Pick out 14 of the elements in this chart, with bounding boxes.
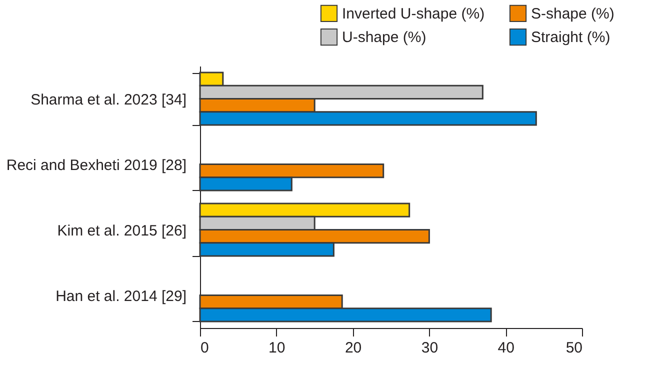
y-tick-label: Sharma et al. 2023 [34] — [30, 91, 186, 108]
legend-label: Inverted U-shape (%) — [342, 5, 485, 22]
x-tick-label: 10 — [268, 340, 286, 356]
x-tick-label: 20 — [344, 340, 362, 356]
y-tick-label: Han et al. 2014 [29] — [56, 288, 186, 305]
legend-label: U-shape (%) — [342, 29, 426, 46]
x-tick-label: 40 — [498, 340, 514, 356]
x-tick-label: 50 — [566, 340, 582, 356]
x-tick-label: 0 — [200, 340, 209, 356]
legend-label: S-shape (%) — [531, 5, 614, 22]
x-tick-label: 30 — [421, 340, 438, 356]
y-tick-label: Kim et al. 2015 [26] — [57, 222, 186, 240]
y-tick-label: Reci and Bexheti 2019 [28] — [6, 156, 186, 174]
legend-label: Straight (%) — [531, 29, 610, 46]
